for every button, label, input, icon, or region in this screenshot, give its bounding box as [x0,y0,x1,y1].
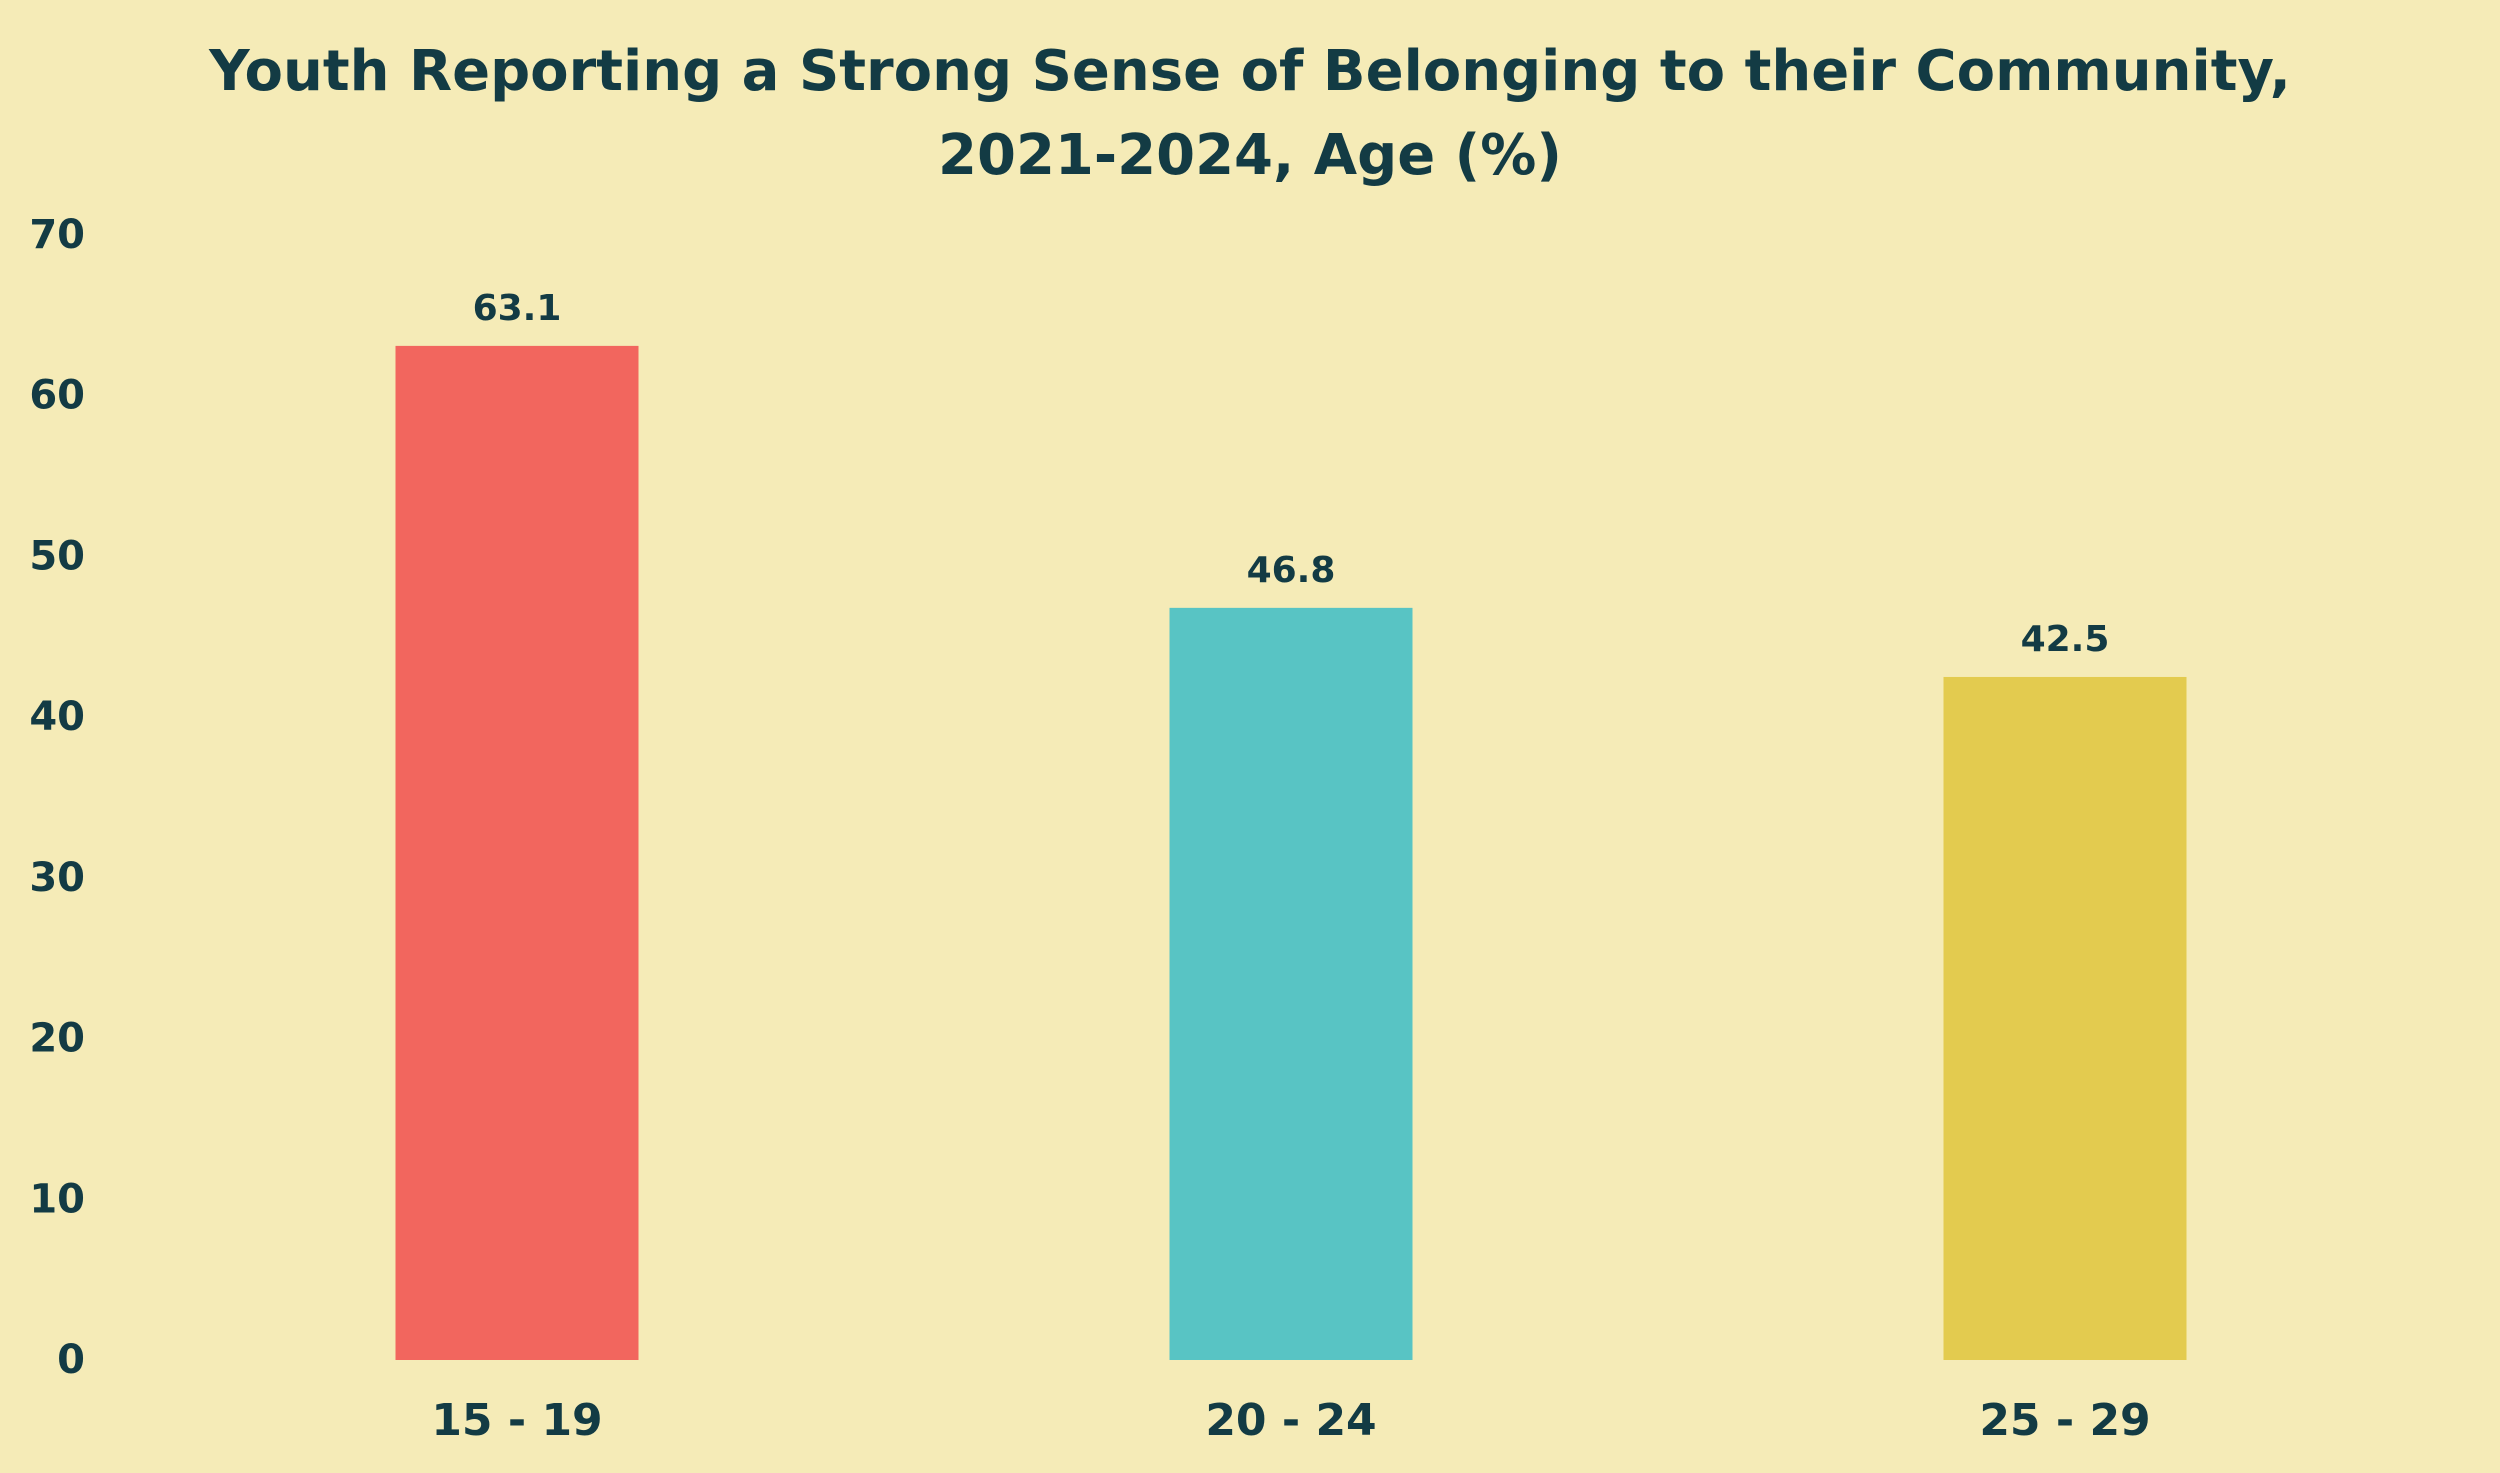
value-labels: 63.1 46.8 42.5 [473,288,2110,660]
y-tick-label: 30 [29,855,85,901]
bar-value-label: 42.5 [2021,619,2110,660]
bar-value-label: 63.1 [473,288,562,329]
y-tick-label: 50 [29,533,85,579]
bar-value-label: 46.8 [1247,550,1336,591]
chart-title-line-1: Youth Reporting a Strong Sense of Belong… [209,39,2291,104]
bar-25-29 [1943,676,2187,1360]
bar-20-24 [1169,607,1413,1360]
chart-title-line-2: 2021-2024, Age (%) [938,123,1562,188]
y-tick-label: 10 [29,1176,85,1222]
y-tick-label: 60 [29,373,85,419]
chart-title: Youth Reporting a Strong Sense of Belong… [0,30,2500,198]
y-tick-label: 70 [29,212,85,258]
x-tick-label: 25 - 29 [1979,1395,2150,1446]
x-axis: 15 - 19 20 - 24 25 - 29 [431,1395,2150,1446]
y-tick-label: 40 [29,694,85,740]
y-axis: 0 10 20 30 40 50 60 70 [29,212,85,1383]
y-tick-label: 0 [57,1337,85,1383]
y-tick-label: 20 [29,1016,85,1062]
x-tick-label: 15 - 19 [431,1395,602,1446]
bars [395,345,2187,1361]
x-tick-label: 20 - 24 [1205,1395,1376,1446]
bar-15-19 [395,345,639,1361]
